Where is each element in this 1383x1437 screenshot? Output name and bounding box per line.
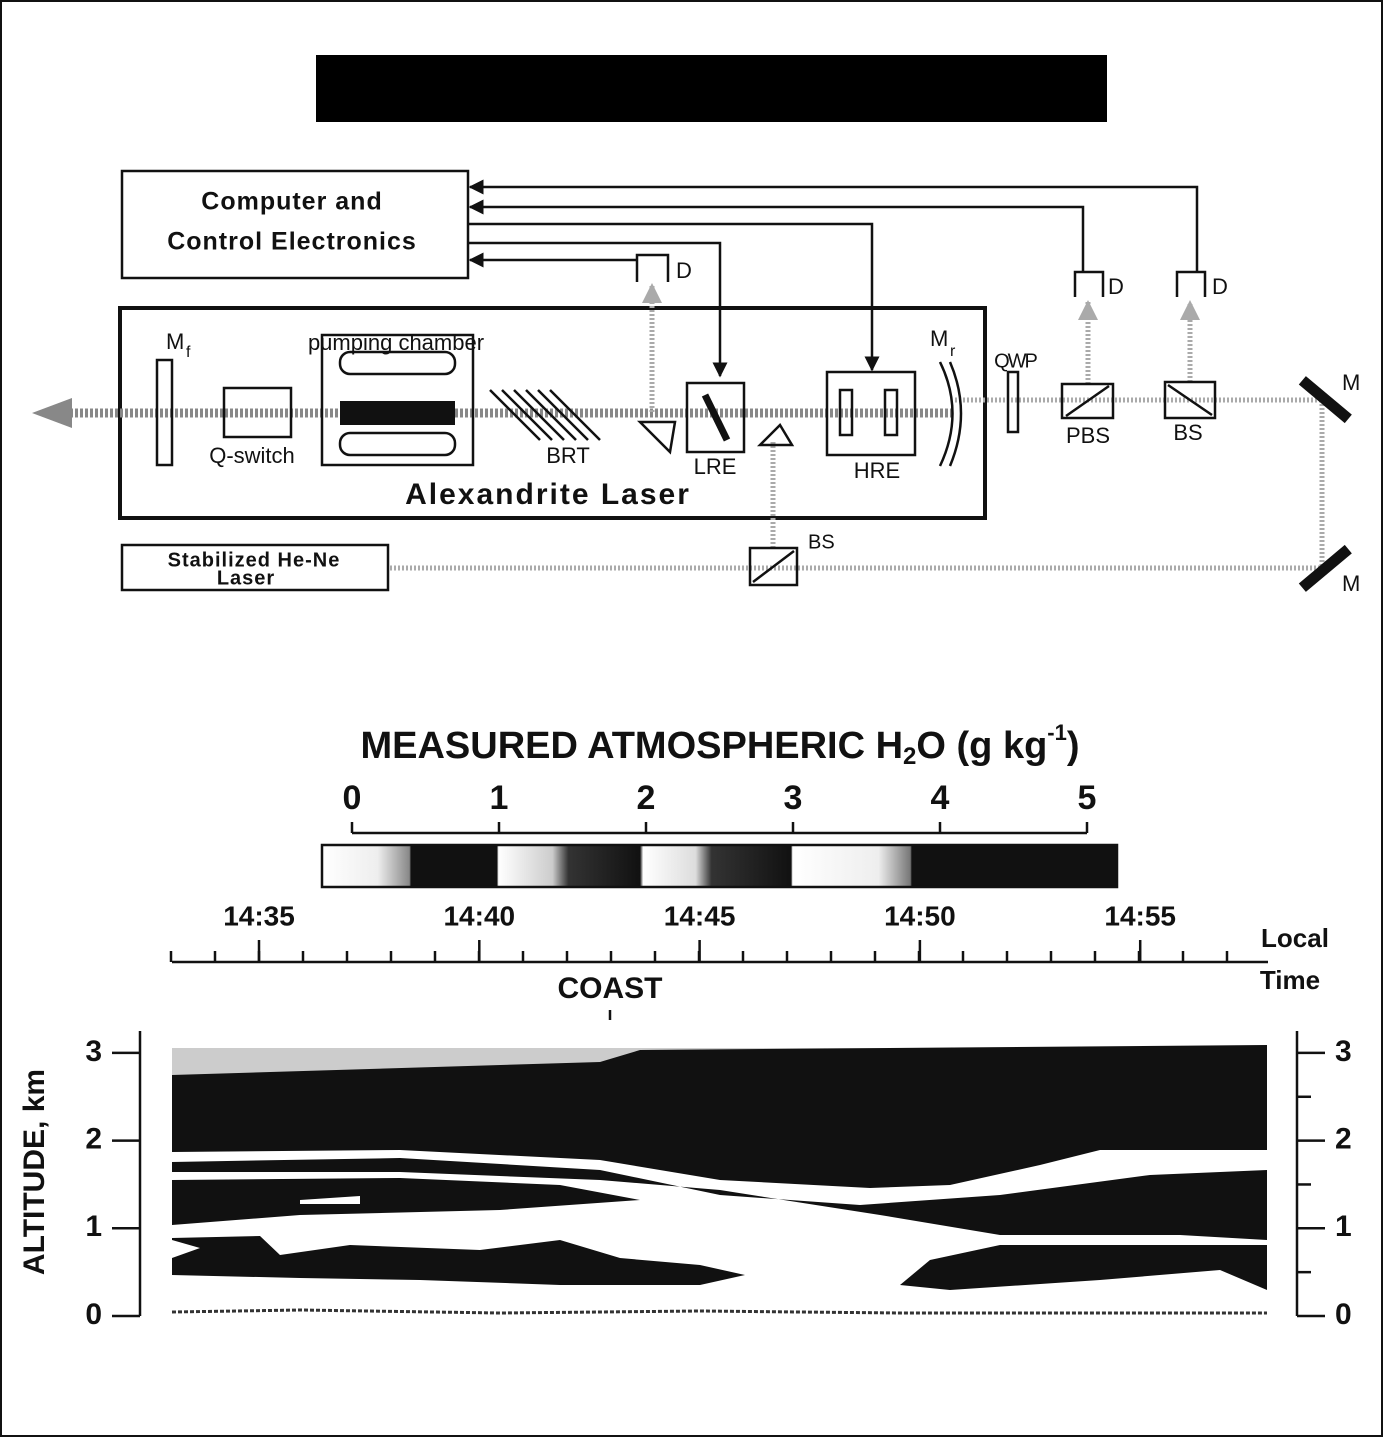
annotation: COAST <box>558 972 663 1005</box>
time-tick-label: 14:35 <box>223 900 295 931</box>
detector <box>1175 270 1207 297</box>
y-tick-label: 2 <box>85 1123 102 1156</box>
time-tick-label: 14:40 <box>443 900 515 931</box>
detector-label: D <box>1212 274 1228 299</box>
beam-arrow <box>32 398 72 428</box>
hene-box <box>120 543 390 592</box>
bs <box>748 546 799 587</box>
image-region <box>172 1196 360 1258</box>
title-sub: 2 <box>903 743 916 770</box>
mirror-label: M <box>1342 571 1360 596</box>
rod <box>340 401 455 425</box>
etalon <box>883 388 899 437</box>
component-label: LRE <box>694 454 737 479</box>
detector-label: D <box>1108 274 1124 299</box>
colorbar-tick-label: 0 <box>343 779 362 817</box>
y-tick-label: 2 <box>1335 1123 1352 1156</box>
y-tick-label: 3 <box>85 1035 102 1068</box>
axis-label: Local <box>1261 923 1329 953</box>
signal-wire <box>468 179 1199 272</box>
time-tick-label: 14:50 <box>884 900 956 931</box>
splitter <box>1167 383 1213 417</box>
y-tick-label: 1 <box>85 1210 102 1243</box>
component-label: BS <box>1173 420 1202 445</box>
component-label: pumping chamber <box>308 330 484 355</box>
component-label: HRE <box>854 458 900 483</box>
etalon <box>838 388 854 437</box>
colorbar-tick-label: 1 <box>490 779 509 817</box>
detector-label: D <box>676 258 692 283</box>
y-tick-label: 0 <box>85 1298 102 1331</box>
component-label: Q-switch <box>209 443 295 468</box>
image-region <box>172 1178 640 1225</box>
mirror <box>938 361 963 467</box>
colorbar-title: MEASURED ATMOSPHERIC H2O (g kg-1) <box>360 720 1079 771</box>
diagram: Computer and Control Electronics D D D M… <box>32 169 1360 596</box>
qwp <box>1006 370 1020 434</box>
lre <box>685 381 746 454</box>
title-part: ) <box>1067 725 1080 767</box>
image-region <box>172 1045 1267 1188</box>
pbs <box>1060 382 1115 420</box>
y-tick-label: 0 <box>1335 1298 1352 1331</box>
laser-title: Alexandrite Laser <box>405 478 691 511</box>
hene-label: Stabilized He-Ne <box>168 549 341 571</box>
prism <box>756 422 795 447</box>
redacted-title <box>316 55 1107 122</box>
computer-label: Control Electronics <box>167 228 417 256</box>
ground-return <box>171 1308 1267 1315</box>
hene-label: Laser <box>217 567 275 589</box>
image-region <box>900 1245 1267 1290</box>
pumping-chamber <box>320 333 475 467</box>
brt <box>489 389 601 441</box>
image-region <box>172 1236 745 1285</box>
mirror-label: M <box>930 326 948 351</box>
axis-label: ALTITUDE, km <box>18 1069 51 1275</box>
prism <box>636 420 677 455</box>
mirror-label-sub: f <box>186 344 191 361</box>
colorbar-tick-label: 4 <box>931 779 950 817</box>
lamp <box>338 431 457 457</box>
component-label: BS <box>808 531 835 553</box>
hre <box>825 370 917 457</box>
colorbar-tick-label: 3 <box>784 779 803 817</box>
computer-label: Computer and <box>201 188 382 216</box>
colorbar <box>320 843 1119 889</box>
image-region <box>172 1158 1267 1240</box>
lidar-image <box>171 1045 1267 1315</box>
q-switch <box>222 386 293 439</box>
mirror <box>1298 544 1352 592</box>
control-wire <box>468 241 728 378</box>
title-part: O (g kg <box>916 725 1047 767</box>
component-label: QWP <box>994 350 1037 372</box>
bs <box>1163 380 1217 420</box>
colorbar-tick-label: 2 <box>637 779 656 817</box>
component-label: PBS <box>1066 423 1110 448</box>
component-label: BRT <box>546 443 590 468</box>
detector <box>635 253 670 282</box>
title-sup: -1 <box>1047 720 1067 745</box>
title-part: MEASURED ATMOSPHERIC H <box>360 725 903 767</box>
splitter <box>752 550 795 583</box>
control-wire <box>468 222 880 372</box>
mirror-label-sub: r <box>950 343 956 360</box>
mirror-label: M <box>1342 370 1360 395</box>
time-tick-label: 14:45 <box>664 900 736 931</box>
y-tick-label: 1 <box>1335 1210 1352 1243</box>
mirror <box>1298 376 1352 424</box>
signal-wire <box>468 199 1085 272</box>
y-tick-label: 3 <box>1335 1035 1352 1068</box>
mirror-label: M <box>166 329 184 354</box>
lamp <box>338 350 457 376</box>
time-tick-label: 14:55 <box>1104 900 1176 931</box>
colorbar-tick-label: 5 <box>1078 779 1097 817</box>
axis-label: Time <box>1260 965 1320 995</box>
mirror <box>155 358 174 467</box>
detector <box>1073 270 1105 297</box>
etalon <box>701 393 731 442</box>
splitter <box>1065 384 1110 418</box>
